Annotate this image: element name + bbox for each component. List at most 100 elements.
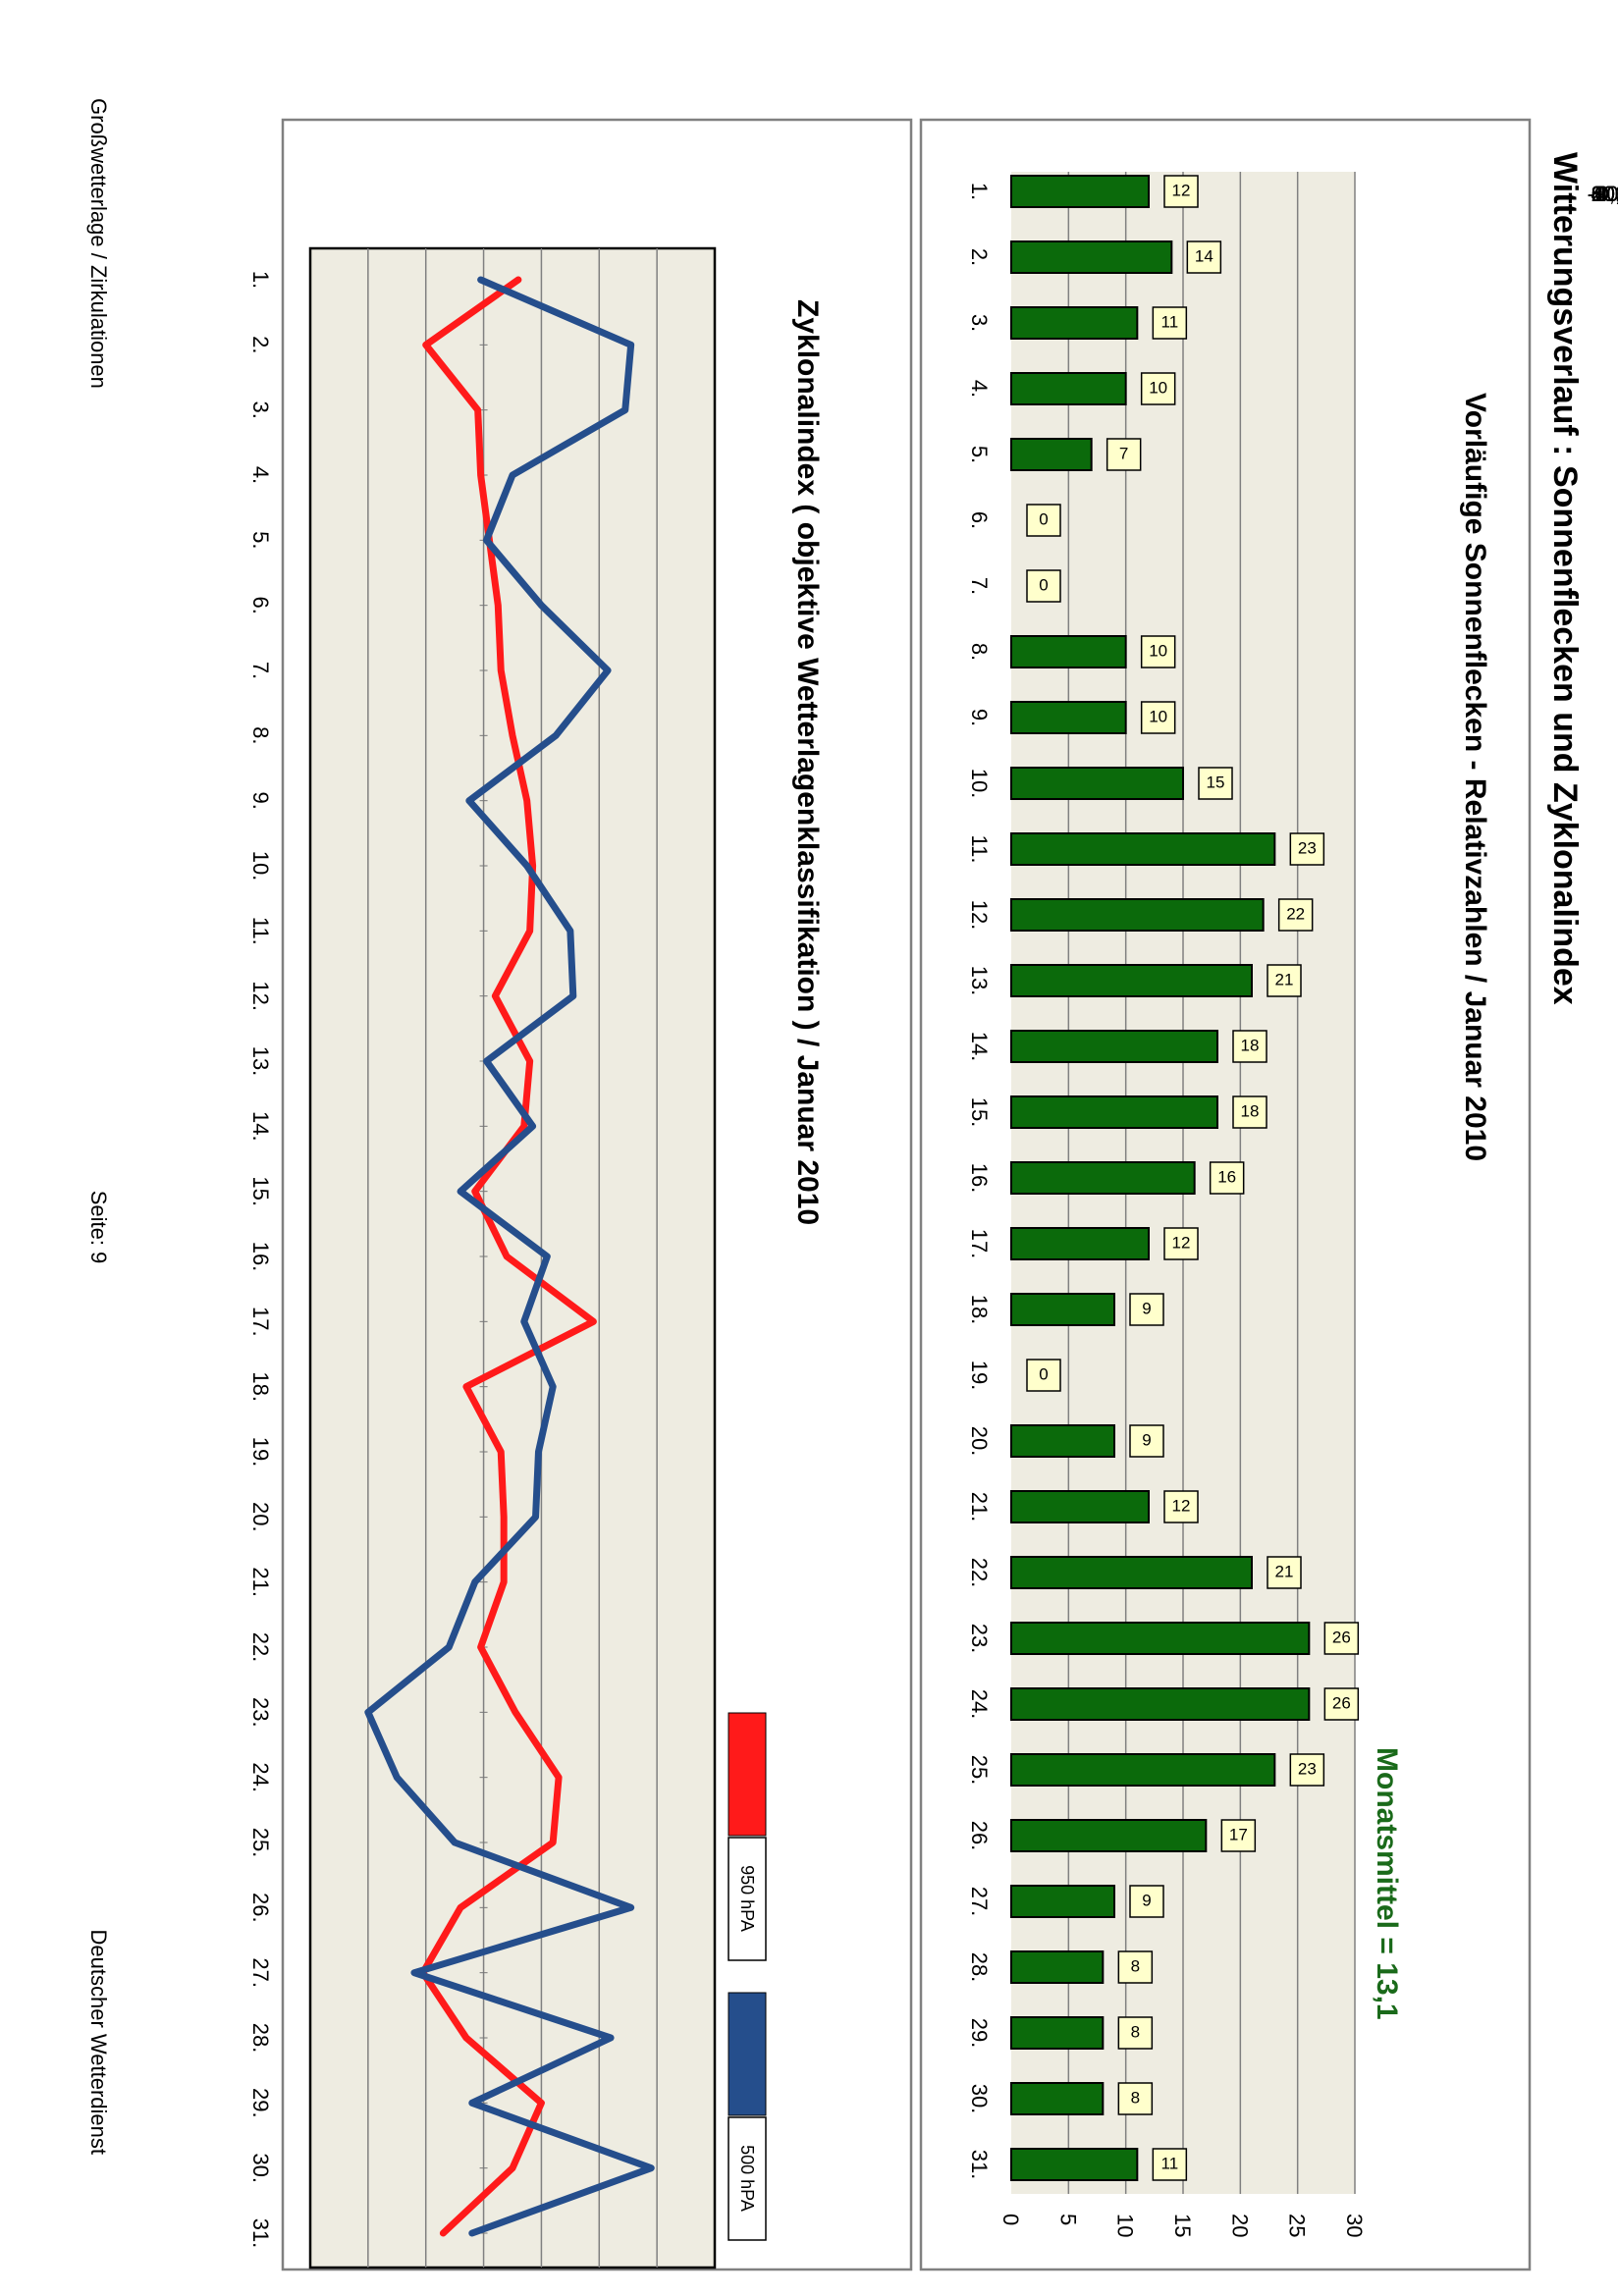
sunspot-x-tick: 4. xyxy=(967,380,992,398)
sunspot-x-tick: 5. xyxy=(967,446,992,463)
sunspot-data-label-box xyxy=(1209,1161,1245,1195)
sunspot-data-label-box xyxy=(1026,1359,1061,1392)
zyklonal-x-tick: 2. xyxy=(248,336,273,353)
zyklonal-x-tick: 6. xyxy=(248,596,273,614)
sunspot-data-label: 10 xyxy=(1149,641,1167,660)
sunspot-x-tick: 26. xyxy=(967,1821,992,1851)
sunspot-bar xyxy=(1009,1161,1196,1195)
sunspot-data-label: 10 xyxy=(1149,378,1167,397)
sunspot-x-tick: 7. xyxy=(967,577,992,595)
page-title: Witterungsverlauf : Sonnenflecken und Zy… xyxy=(1546,152,1584,1005)
zyklonal-x-tick: 26. xyxy=(248,1893,273,1923)
sunspot-data-label: 11 xyxy=(1161,2154,1179,2172)
sunspot-data-label-box xyxy=(1140,701,1176,734)
sunspot-bar xyxy=(1010,1227,1150,1260)
sunspot-x-tick: 31. xyxy=(967,2150,992,2180)
sunspot-data-label: 17 xyxy=(1229,1825,1248,1843)
zyklonal-x-tick: 20. xyxy=(248,1502,273,1532)
sunspot-bar xyxy=(1010,1490,1150,1523)
zyklonal-y-tick: 20,00 xyxy=(1591,182,1618,206)
sunspot-data-label-box xyxy=(1267,964,1302,997)
legend-label-500: 500 hPA xyxy=(737,2145,757,2212)
zyklonal-x-tick: 19. xyxy=(248,1437,273,1468)
sunspot-data-label: 8 xyxy=(1131,2022,1140,2041)
sunspot-x-tick: 19. xyxy=(967,1361,992,1391)
sunspot-bar xyxy=(1010,2148,1139,2181)
sunspot-bar xyxy=(1010,1753,1276,1787)
sunspot-x-tick: 25. xyxy=(967,1755,992,1786)
sunspot-data-label-box xyxy=(1277,898,1314,932)
sunspot-data-label: 22 xyxy=(1286,904,1305,923)
sunspot-bar xyxy=(1010,832,1276,866)
zyklonal-series xyxy=(364,276,655,2237)
zyklonal-x-tick: 30. xyxy=(248,2153,273,2183)
sunspot-bar xyxy=(1010,306,1139,340)
sunspot-x-tick: 30. xyxy=(967,2084,992,2114)
sunspot-x-tick: 15. xyxy=(967,1097,992,1128)
sunspot-data-label: 21 xyxy=(1275,970,1294,988)
zyklonal-x-tick: 1. xyxy=(248,271,273,289)
sunspot-data-label-box xyxy=(1289,832,1325,866)
zyklonal-x-tick: 9. xyxy=(248,791,273,809)
sunspot-data-label-box xyxy=(1323,1687,1360,1721)
zyklonal-x-tick: 21. xyxy=(248,1567,273,1597)
legend-swatch-950 xyxy=(728,1712,767,1837)
sunspot-y-tick: 15 xyxy=(1170,2214,1195,2237)
legend-swatch-500 xyxy=(728,1992,767,2116)
zyklonal-x-tick: 29. xyxy=(248,2088,273,2118)
sunspot-data-label-box xyxy=(1140,372,1176,405)
zyklonal-x-tick: 28. xyxy=(248,2023,273,2054)
sunspot-bar xyxy=(1010,1556,1253,1589)
sunspot-x-tick: 18. xyxy=(967,1295,992,1325)
sunspot-data-label: 12 xyxy=(1172,181,1191,199)
sunspot-data-label: 14 xyxy=(1195,246,1214,265)
sunspot-data-label-box xyxy=(1289,1753,1325,1787)
sunspot-data-label-box xyxy=(1152,306,1188,340)
sunspot-x-tick: 21. xyxy=(967,1492,992,1522)
sunspot-x-tick: 14. xyxy=(967,1032,992,1062)
sunspot-x-tick: 28. xyxy=(967,1952,992,1983)
sunspot-data-label: 15 xyxy=(1207,773,1225,791)
sunspot-x-tick: 12. xyxy=(967,900,992,931)
sunspot-data-label: 12 xyxy=(1172,1233,1191,1252)
sunspot-x-tick: 17. xyxy=(967,1229,992,1259)
monthly-mean-label: Monatsmittel = 13,1 xyxy=(1371,1747,1403,2020)
sunspot-x-tick: 1. xyxy=(967,183,992,200)
sunspot-data-label-box xyxy=(1129,1424,1164,1458)
sunspot-data-label-box xyxy=(1152,2148,1188,2181)
sunspot-bar xyxy=(1010,1030,1218,1063)
zyklonal-y-tick: 0,00 xyxy=(1597,182,1618,206)
sunspot-bar xyxy=(1010,964,1253,997)
sunspot-y-tick: 5 xyxy=(1055,2214,1080,2225)
sunspot-bar xyxy=(1010,1885,1115,1918)
sunspot-data-label: 9 xyxy=(1142,1299,1151,1317)
sunspot-x-tick: 11. xyxy=(967,835,992,864)
sunspot-bar xyxy=(1009,1950,1105,1984)
sunspot-data-label: 16 xyxy=(1217,1167,1236,1186)
sunspot-data-label-box xyxy=(1163,1490,1199,1523)
legend-box-500 xyxy=(728,2116,767,2241)
sunspot-data-label-box xyxy=(1026,569,1061,603)
sunspot-data-label: 11 xyxy=(1161,312,1179,331)
sunspot-bar xyxy=(1009,2082,1105,2115)
sunspot-data-label-box xyxy=(1323,1622,1360,1655)
sunspot-data-label: 23 xyxy=(1298,838,1317,857)
sunspot-x-tick: 22. xyxy=(967,1558,992,1588)
header-right: Deutscher Wetterdienst xyxy=(86,1930,111,2155)
sunspot-data-label: 18 xyxy=(1241,1036,1260,1054)
sunspot-x-tick: 3. xyxy=(967,314,992,332)
zyklonal-x-tick: 22. xyxy=(248,1632,273,1663)
sunspot-y-tick: 10 xyxy=(1113,2214,1138,2237)
sunspot-y-tick: 30 xyxy=(1342,2214,1367,2237)
sunspot-data-label-box xyxy=(1186,240,1222,274)
zyklonal-x-tick: 4. xyxy=(248,466,273,484)
zyklonal-x-tick: 5. xyxy=(248,531,273,549)
sunspot-data-label: 7 xyxy=(1119,444,1128,462)
sunspot-x-tick: 8. xyxy=(967,643,992,661)
sunspot-data-label-box xyxy=(1163,175,1199,208)
sunspot-bar xyxy=(1010,1095,1218,1129)
sunspot-bar xyxy=(1009,2016,1105,2050)
legend-label-950: 950 hPA xyxy=(737,1865,757,1932)
sunspot-bar xyxy=(1010,1819,1208,1852)
